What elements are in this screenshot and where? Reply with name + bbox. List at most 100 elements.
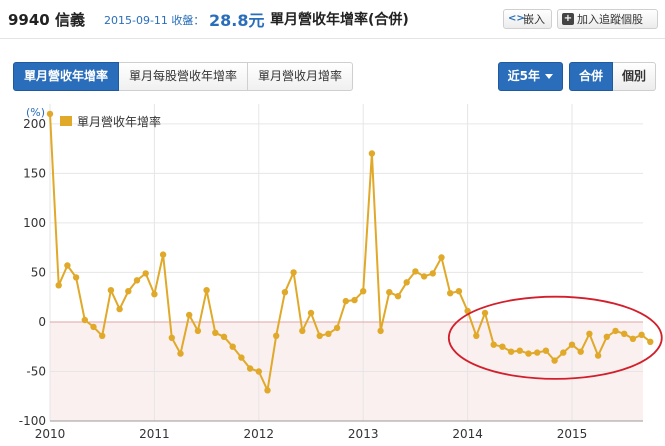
data-point: [525, 350, 532, 357]
data-point: [603, 333, 610, 340]
period-label: 近5年: [507, 69, 540, 83]
data-point: [316, 332, 323, 339]
data-point: [438, 254, 445, 261]
data-point: [299, 327, 306, 335]
x-tick-label: 2012: [244, 427, 275, 441]
x-tick-label: 2015: [557, 427, 588, 441]
data-point: [90, 323, 97, 331]
data-point: [220, 333, 228, 340]
data-point: [55, 282, 62, 289]
data-point: [420, 273, 428, 280]
embed-button[interactable]: <> 嵌入: [503, 9, 552, 29]
data-point: [238, 354, 245, 361]
embed-code-icon: <>: [508, 13, 525, 24]
data-point: [273, 332, 280, 339]
data-point: [99, 332, 106, 339]
data-point: [159, 251, 167, 258]
x-tick-label: 2010: [35, 427, 66, 441]
data-point: [168, 334, 175, 341]
data-point: [290, 269, 297, 276]
y-tick-label: 150: [23, 166, 46, 180]
data-point: [133, 277, 141, 284]
period-dropdown[interactable]: 近5年: [497, 62, 563, 91]
annotation-ellipse: [447, 295, 663, 380]
close-price: 28.8元: [209, 11, 265, 30]
data-point: [647, 338, 654, 345]
data-point: [333, 324, 341, 332]
tab-monthly-eps-revenue-yoy[interactable]: 單月每股營收年增率: [119, 62, 249, 91]
data-point: [560, 349, 567, 356]
legend: 單月營收年增率: [60, 114, 161, 129]
data-point: [151, 291, 158, 298]
header-bar: 9940 信義 2015-09-11 收盤： 28.8元 單月營收年增率(合併)…: [0, 0, 665, 39]
data-point: [507, 348, 515, 355]
add-watchlist-button[interactable]: + 加入追蹤個股: [557, 9, 658, 29]
tab-monthly-revenue-mom[interactable]: 單月營收月增率: [248, 62, 354, 91]
data-point: [81, 316, 89, 324]
data-point: [142, 270, 149, 277]
y-tick-label: -100: [19, 414, 46, 428]
data-point: [46, 110, 54, 118]
data-points: [46, 110, 654, 394]
data-point: [481, 309, 489, 317]
legend-label: 單月營收年增率: [77, 114, 161, 129]
data-point: [203, 287, 210, 294]
data-point: [629, 335, 637, 342]
data-point: [307, 309, 315, 317]
y-tick-label: -50: [26, 364, 46, 378]
data-point: [281, 289, 289, 296]
embed-label: 嵌入: [523, 13, 545, 26]
data-point: [116, 305, 123, 313]
individual-toggle[interactable]: 個別: [612, 62, 656, 91]
merged-toggle[interactable]: 合併: [568, 62, 613, 91]
data-point: [212, 329, 219, 336]
y-axis-unit: (%): [26, 106, 45, 119]
data-point: [612, 327, 619, 335]
data-point: [586, 330, 593, 337]
data-point: [499, 343, 506, 350]
y-tick-label: 50: [31, 265, 46, 279]
stock-code-name: 9940 信義: [8, 11, 85, 29]
data-point: [594, 352, 602, 359]
x-tick-label: 2013: [348, 427, 379, 441]
data-point: [386, 289, 393, 296]
data-point: [568, 341, 576, 348]
view-controls: 近5年 合併 個別: [497, 62, 656, 91]
data-point: [377, 327, 384, 335]
data-point: [551, 357, 558, 364]
data-point: [255, 368, 262, 375]
metric-tabs: 單月營收年增率 單月每股營收年增率 單月營收月增率: [13, 62, 354, 91]
legend-swatch: [60, 116, 72, 126]
data-point: [368, 150, 376, 157]
data-point: [447, 290, 454, 297]
y-tick-label: 100: [23, 216, 46, 230]
data-point: [246, 365, 254, 372]
data-point: [412, 268, 419, 275]
data-point: [186, 311, 193, 319]
close-date-label: 2015-09-11 收盤：: [104, 14, 205, 27]
data-point: [325, 330, 332, 337]
data-point: [621, 330, 628, 337]
data-point: [473, 332, 480, 339]
add-watchlist-label: 加入追蹤個股: [577, 13, 643, 26]
data-point: [403, 279, 410, 286]
data-point: [455, 288, 463, 295]
data-point: [72, 274, 80, 281]
data-point: [429, 270, 436, 277]
data-point: [534, 349, 541, 356]
series-line: [49, 113, 651, 392]
plus-icon: +: [562, 13, 574, 25]
data-point: [490, 341, 497, 348]
data-point: [194, 327, 202, 335]
tab-monthly-revenue-yoy[interactable]: 單月營收年增率: [13, 62, 120, 91]
chevron-down-icon: [544, 74, 553, 79]
chart-title: 單月營收年增率(合併): [270, 12, 409, 28]
data-point: [360, 288, 367, 295]
data-point: [64, 262, 71, 269]
data-point: [542, 347, 550, 354]
data-point: [351, 296, 358, 304]
data-point: [394, 293, 402, 300]
x-tick-label: 2014: [452, 427, 483, 441]
